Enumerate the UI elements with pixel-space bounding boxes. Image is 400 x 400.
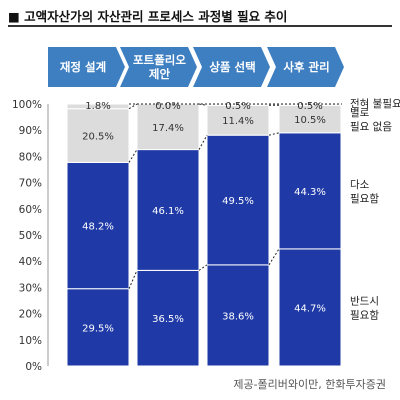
connector-line: [268, 132, 280, 136]
stage-label-4: 사후 관리: [283, 60, 329, 74]
stage-arrow-4: [267, 47, 344, 87]
bar-segment-2-4: [278, 132, 342, 250]
bar-segment-3-2: [136, 103, 200, 151]
bar-segment-1-1: [66, 288, 130, 367]
stage-arrow-3: [193, 47, 270, 87]
stage-label-3: 상품 선택: [209, 60, 255, 74]
y-tick-label: 70%: [19, 178, 42, 190]
series-label-3: 별로 필요 없음: [350, 107, 392, 133]
y-tick-label: 50%: [19, 230, 42, 242]
y-tick-label: 10%: [19, 335, 42, 347]
stage-label-1: 재정 설계: [60, 60, 106, 74]
data-label-4-3: 0.5%: [225, 101, 250, 112]
y-tick-label: 100%: [12, 99, 42, 111]
data-label-3-3: 11.4%: [222, 116, 254, 127]
source-note: 제공-폴리버와이만, 한화투자증권: [233, 378, 386, 391]
bar-segment-1-2: [136, 269, 200, 367]
data-label-3-1: 20.5%: [82, 132, 114, 143]
connector-line: [128, 149, 138, 163]
y-tick-label: 60%: [19, 204, 42, 216]
y-tick-label: 0%: [25, 361, 42, 373]
connector-line: [268, 248, 280, 266]
title-divider: [8, 25, 392, 27]
data-label-3-2: 17.4%: [152, 123, 184, 134]
series-label-1: 반드시 필요함: [350, 295, 379, 321]
data-label-1-4: 44.7%: [294, 303, 326, 314]
connector-line: [128, 270, 138, 289]
connector-line: [128, 103, 138, 110]
data-label-3-4: 10.5%: [294, 115, 326, 126]
data-label-2-2: 46.1%: [152, 206, 184, 217]
series-label-2: 다소 필요함: [350, 179, 379, 205]
bar-segment-1-3: [206, 264, 270, 367]
stage-arrow-1: [48, 47, 125, 87]
data-label-2-1: 48.2%: [82, 222, 114, 233]
data-label-4-1: 1.8%: [85, 101, 110, 112]
data-label-1-1: 29.5%: [82, 323, 114, 334]
bar-segment-2-2: [136, 149, 200, 271]
data-label-1-2: 36.5%: [152, 314, 184, 325]
bar-segment-3-3: [206, 104, 270, 136]
connector-line: [198, 264, 208, 271]
bar-segment-3-1: [66, 108, 130, 163]
data-label-4-2: 0.0%: [155, 101, 180, 112]
y-tick-label: 40%: [19, 256, 42, 268]
chart-title: ■ 고액자산가의 자산관리 프로세스 과정별 필요 추이: [8, 9, 288, 24]
stage-arrow-2: [120, 47, 197, 87]
y-tick-label: 80%: [19, 151, 42, 163]
series-label-4: 전혀 불필요: [350, 98, 400, 110]
bar-segment-3-4: [278, 104, 342, 134]
y-tick-label: 20%: [19, 309, 42, 321]
bar-segment-2-3: [206, 134, 270, 266]
y-tick-label: 30%: [19, 282, 42, 294]
bar-segment-2-1: [66, 161, 130, 290]
bar-segment-1-4: [278, 248, 342, 367]
connector-line: [198, 103, 208, 106]
y-tick-label: 90%: [19, 125, 42, 137]
stage-label-2: 포트폴리오 제안: [133, 53, 186, 81]
data-label-2-3: 49.5%: [222, 196, 254, 207]
data-label-4-4: 0.5%: [297, 101, 322, 112]
connector-line: [198, 134, 208, 150]
bar-segment-4-1: [66, 103, 130, 110]
data-label-1-3: 38.6%: [222, 311, 254, 322]
data-label-2-4: 44.3%: [294, 187, 326, 198]
